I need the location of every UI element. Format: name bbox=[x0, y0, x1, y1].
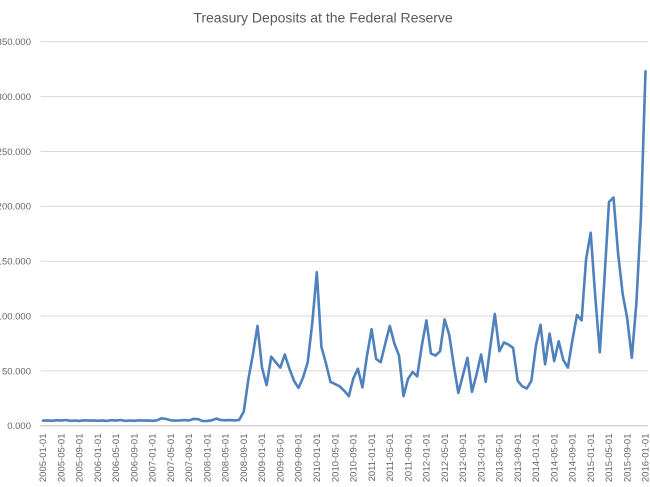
svg-text:2014-01-01: 2014-01-01 bbox=[531, 434, 542, 483]
svg-text:2008-05-01: 2008-05-01 bbox=[221, 434, 232, 483]
svg-text:2009-01-01: 2009-01-01 bbox=[257, 434, 268, 483]
svg-text:350.000: 350.000 bbox=[0, 37, 31, 48]
svg-text:2005-01-01: 2005-01-01 bbox=[38, 434, 49, 483]
svg-text:2006-09-01: 2006-09-01 bbox=[129, 434, 140, 483]
svg-text:2011-01-01: 2011-01-01 bbox=[367, 434, 378, 482]
svg-text:2013-09-01: 2013-09-01 bbox=[513, 434, 524, 483]
svg-text:200.000: 200.000 bbox=[0, 202, 31, 213]
svg-text:2015-09-01: 2015-09-01 bbox=[622, 434, 633, 483]
svg-text:2012-01-01: 2012-01-01 bbox=[422, 434, 433, 483]
svg-text:0.000: 0.000 bbox=[7, 421, 31, 432]
svg-text:2005-09-01: 2005-09-01 bbox=[75, 434, 86, 483]
svg-text:250.000: 250.000 bbox=[0, 147, 31, 158]
svg-text:2008-01-01: 2008-01-01 bbox=[202, 434, 213, 483]
svg-text:2010-09-01: 2010-09-01 bbox=[349, 434, 360, 483]
svg-text:2012-05-01: 2012-05-01 bbox=[440, 434, 451, 483]
svg-text:50.000: 50.000 bbox=[2, 366, 31, 377]
svg-text:2013-01-01: 2013-01-01 bbox=[476, 434, 487, 483]
svg-text:2005-05-01: 2005-05-01 bbox=[56, 434, 67, 483]
svg-text:300.000: 300.000 bbox=[0, 92, 31, 103]
svg-text:2010-01-01: 2010-01-01 bbox=[312, 434, 323, 483]
svg-text:2010-05-01: 2010-05-01 bbox=[330, 434, 341, 483]
svg-text:150.000: 150.000 bbox=[0, 257, 31, 268]
svg-text:2012-09-01: 2012-09-01 bbox=[458, 434, 469, 483]
svg-text:2014-05-01: 2014-05-01 bbox=[549, 434, 560, 483]
svg-text:2015-05-01: 2015-05-01 bbox=[604, 434, 615, 483]
svg-text:2009-09-01: 2009-09-01 bbox=[294, 434, 305, 483]
svg-text:2013-05-01: 2013-05-01 bbox=[495, 434, 506, 483]
svg-text:100.000: 100.000 bbox=[0, 312, 31, 323]
svg-text:2006-05-01: 2006-05-01 bbox=[111, 434, 122, 483]
svg-text:2008-09-01: 2008-09-01 bbox=[239, 434, 250, 483]
svg-text:2007-05-01: 2007-05-01 bbox=[166, 434, 177, 483]
svg-text:2009-05-01: 2009-05-01 bbox=[276, 434, 287, 483]
svg-text:2011-09-01: 2011-09-01 bbox=[403, 434, 414, 482]
svg-text:Treasury Deposits at the Feder: Treasury Deposits at the Federal Reserve bbox=[193, 10, 453, 26]
svg-text:2016-01-01: 2016-01-01 bbox=[641, 434, 650, 483]
svg-text:2007-01-01: 2007-01-01 bbox=[148, 434, 159, 483]
svg-text:2014-09-01: 2014-09-01 bbox=[568, 434, 579, 483]
svg-text:2011-05-01: 2011-05-01 bbox=[385, 434, 396, 482]
svg-text:2006-01-01: 2006-01-01 bbox=[93, 434, 104, 483]
svg-text:2007-09-01: 2007-09-01 bbox=[184, 434, 195, 483]
svg-text:2015-01-01: 2015-01-01 bbox=[586, 434, 597, 483]
